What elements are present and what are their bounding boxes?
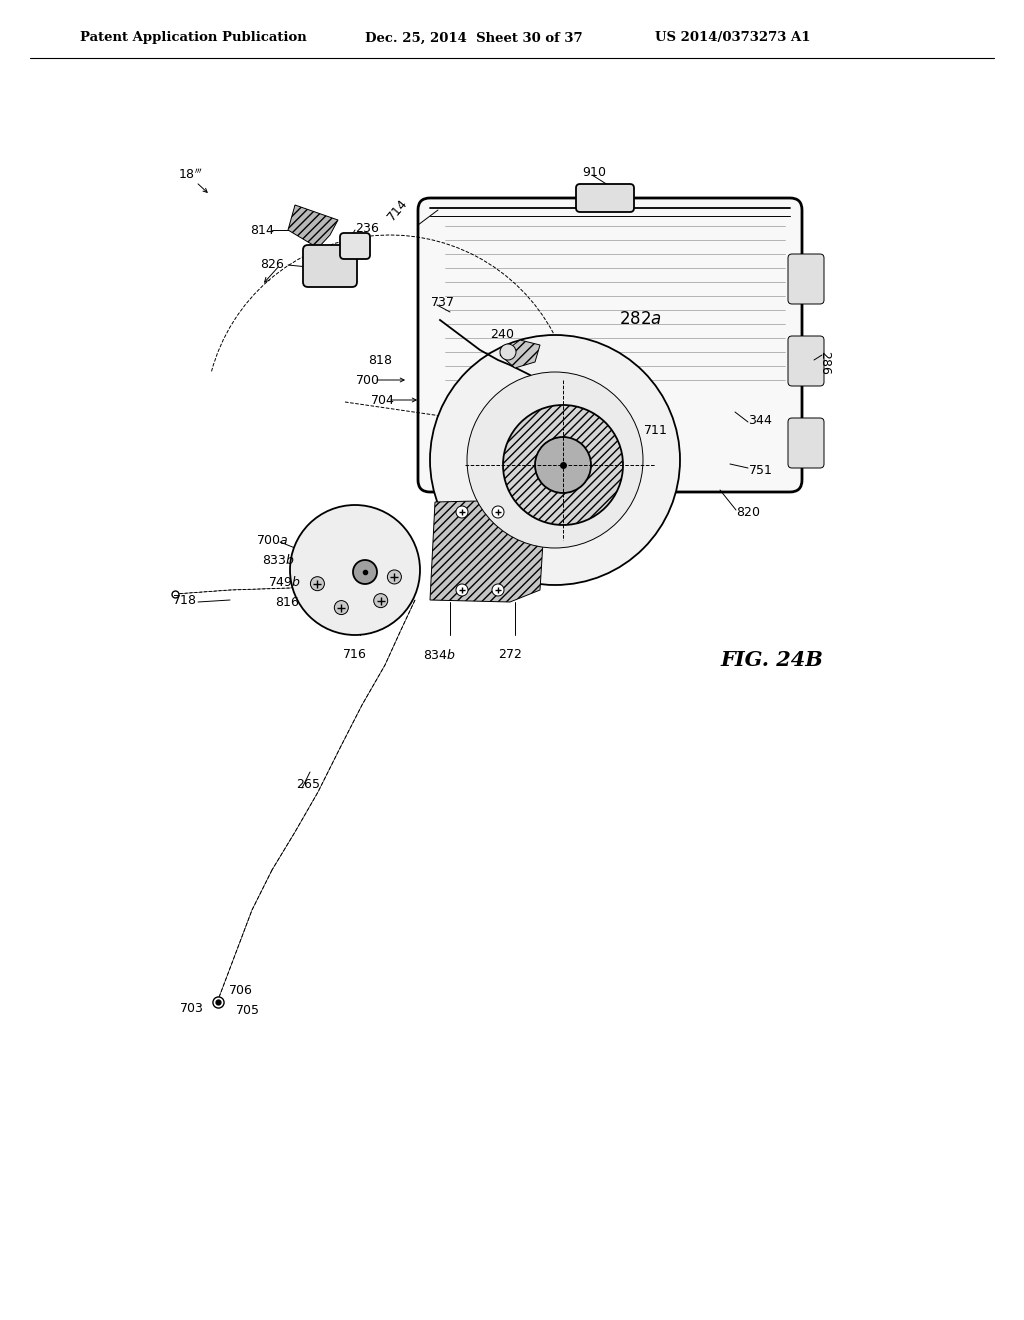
- Polygon shape: [500, 341, 540, 368]
- Text: $18'''$: $18'''$: [178, 168, 203, 182]
- Text: $282a$: $282a$: [618, 312, 662, 329]
- Circle shape: [492, 583, 504, 597]
- Text: $718$: $718$: [172, 594, 197, 606]
- Circle shape: [387, 570, 401, 583]
- Circle shape: [535, 437, 591, 492]
- Circle shape: [374, 594, 388, 607]
- Circle shape: [503, 405, 623, 525]
- Text: $814$: $814$: [250, 223, 275, 236]
- FancyBboxPatch shape: [418, 198, 802, 492]
- Text: $700a$: $700a$: [256, 533, 289, 546]
- Text: $344$: $344$: [748, 413, 773, 426]
- Text: FIG. 24B: FIG. 24B: [720, 649, 823, 671]
- Text: $818$: $818$: [368, 354, 393, 367]
- Circle shape: [456, 583, 468, 597]
- Text: Dec. 25, 2014  Sheet 30 of 37: Dec. 25, 2014 Sheet 30 of 37: [365, 32, 583, 45]
- Text: $751$: $751$: [748, 463, 773, 477]
- Polygon shape: [288, 205, 338, 248]
- Text: $816$: $816$: [275, 595, 300, 609]
- Text: $265$: $265$: [296, 779, 321, 792]
- Text: US 2014/0373273 A1: US 2014/0373273 A1: [655, 32, 811, 45]
- Text: $240$: $240$: [490, 329, 515, 342]
- FancyBboxPatch shape: [788, 418, 824, 469]
- Circle shape: [467, 372, 643, 548]
- Circle shape: [310, 577, 325, 590]
- Text: $711$: $711$: [643, 424, 668, 437]
- FancyBboxPatch shape: [788, 253, 824, 304]
- Text: $705$: $705$: [234, 1003, 260, 1016]
- Text: $834b$: $834b$: [423, 648, 457, 663]
- Circle shape: [500, 345, 516, 360]
- Text: $737$: $737$: [430, 296, 455, 309]
- Text: $272$: $272$: [498, 648, 522, 661]
- Text: $833b$: $833b$: [262, 553, 295, 568]
- Text: $820$: $820$: [736, 506, 761, 519]
- FancyBboxPatch shape: [340, 234, 370, 259]
- Text: $716$: $716$: [342, 648, 368, 661]
- Circle shape: [353, 560, 377, 583]
- Text: $145$: $145$: [524, 462, 550, 474]
- Text: $910$: $910$: [582, 165, 607, 178]
- FancyBboxPatch shape: [303, 246, 357, 286]
- Polygon shape: [430, 500, 545, 602]
- Text: $704$: $704$: [370, 393, 395, 407]
- Text: $700$: $700$: [355, 374, 380, 387]
- Text: $706$: $706$: [228, 983, 253, 997]
- FancyBboxPatch shape: [575, 183, 634, 213]
- Text: $749b$: $749b$: [268, 576, 301, 589]
- Text: $826$: $826$: [260, 259, 285, 272]
- Circle shape: [334, 601, 348, 615]
- Circle shape: [456, 506, 468, 517]
- Circle shape: [430, 335, 680, 585]
- Text: $236$: $236$: [355, 222, 380, 235]
- Circle shape: [290, 506, 420, 635]
- Text: $714$: $714$: [385, 197, 412, 224]
- Text: $286$: $286$: [819, 350, 833, 375]
- Text: Patent Application Publication: Patent Application Publication: [80, 32, 307, 45]
- Text: $703$: $703$: [179, 1002, 204, 1015]
- Circle shape: [492, 506, 504, 517]
- FancyBboxPatch shape: [788, 337, 824, 385]
